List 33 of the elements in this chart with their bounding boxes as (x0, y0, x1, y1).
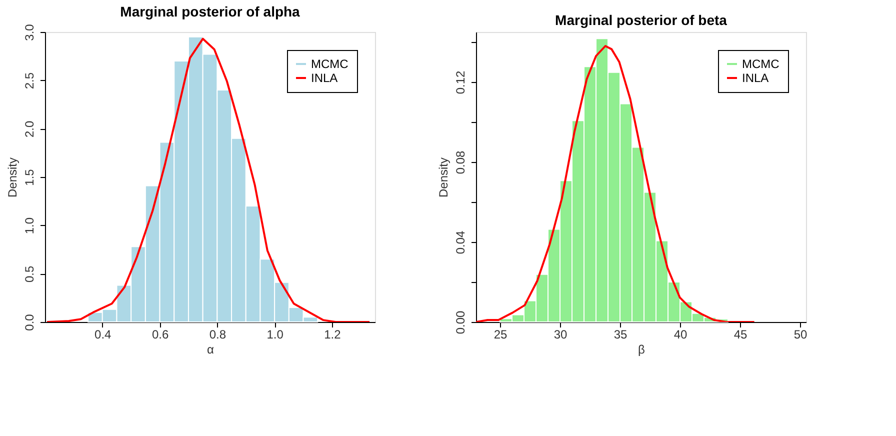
chart-title: Marginal posterior of alpha (120, 4, 300, 20)
legend-label: INLA (311, 71, 338, 85)
x-axis-title: β (638, 342, 646, 356)
x-tick-label: 0.8 (209, 328, 226, 342)
y-tick-label: 0.00 (454, 310, 468, 334)
y-axis-title: Density (6, 157, 20, 198)
y-tick-label: 0.12 (454, 70, 468, 94)
y-tick-label: 1.0 (22, 217, 36, 234)
y-tick-label: 1.5 (22, 168, 36, 186)
x-axis-title: α (207, 342, 214, 356)
y-tick-label: 0.0 (22, 314, 36, 331)
x-tick-label: 25 (494, 328, 508, 342)
x-tick-label: 45 (734, 328, 748, 342)
y-tick-label: 2.0 (22, 120, 36, 138)
x-tick-label: 50 (794, 328, 808, 342)
x-tick-label: 0.4 (94, 328, 112, 342)
chart-title: Marginal posterior of beta (555, 12, 728, 28)
y-tick-label: 3.0 (22, 24, 36, 41)
y-tick-label: 0.08 (454, 150, 468, 174)
x-tick-label: 1.0 (266, 328, 284, 342)
y-tick-label: 0.04 (454, 230, 468, 254)
y-tick-label: 2.5 (22, 72, 36, 90)
y-tick-label: 0.5 (22, 266, 36, 283)
x-tick-label: 40 (674, 328, 688, 342)
x-tick-label: 35 (614, 328, 628, 342)
legend-label: MCMC (311, 57, 349, 71)
x-tick-label: 1.2 (324, 328, 342, 342)
x-tick-label: 0.6 (152, 328, 169, 342)
y-axis-title: Density (436, 157, 450, 198)
line-series (46, 38, 371, 322)
legend-label: INLA (742, 71, 769, 85)
x-tick-label: 30 (554, 328, 568, 342)
legend-label: MCMC (742, 57, 780, 71)
